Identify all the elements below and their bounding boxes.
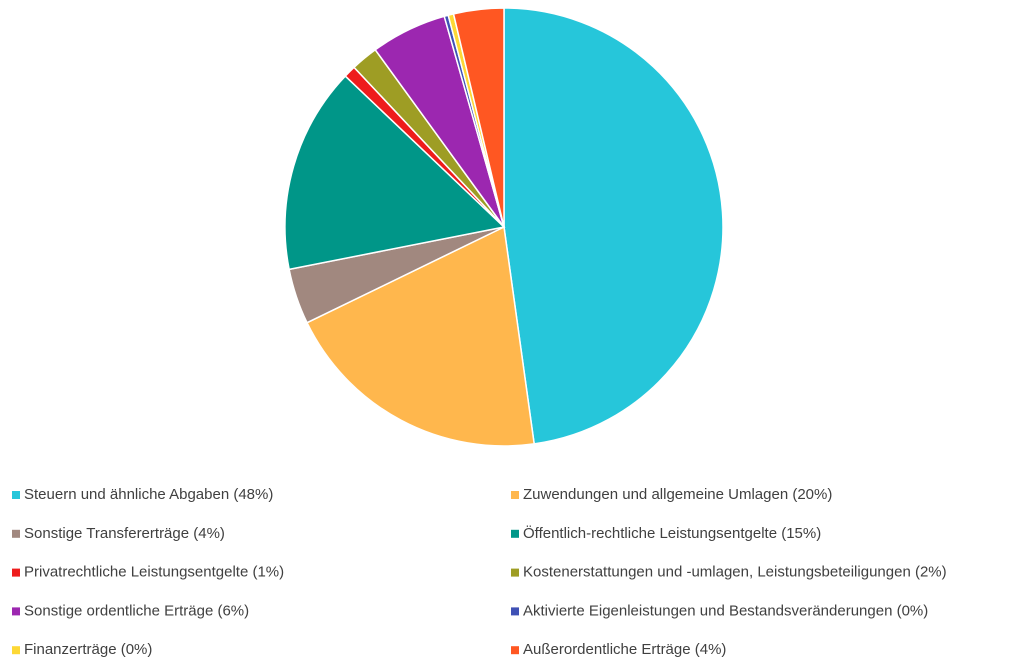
legend-label: Außerordentliche Erträge (4%) <box>523 641 726 658</box>
legend-label: Privatrechtliche Leistungsentgelte (1%) <box>24 564 284 581</box>
pie-slice <box>452 7 505 228</box>
legend-swatch <box>511 568 519 577</box>
pie-slice <box>284 75 506 271</box>
legend-swatch <box>12 568 20 577</box>
legend-swatch <box>511 646 519 655</box>
legend-swatch <box>12 529 20 538</box>
legend-swatch <box>511 607 519 616</box>
legend-label: Sonstige Transfererträge (4%) <box>24 525 225 542</box>
legend-swatch <box>12 491 20 499</box>
pie-slice <box>503 7 724 445</box>
legend-label: Aktivierte Eigenleistungen und Bestandsv… <box>523 602 928 619</box>
pie-slice <box>306 225 536 447</box>
legend-label: Öffentlich-rechtliche Leistungsentgelte … <box>523 524 821 542</box>
legend-swatch <box>12 607 20 616</box>
legend-label: Kostenerstattungen und -umlagen, Leistun… <box>523 564 947 581</box>
legend-label: Finanzerträge (0%) <box>24 641 152 658</box>
legend-swatch <box>511 529 519 538</box>
legend-swatch <box>511 491 519 499</box>
legend-label: Zuwendungen und allgemeine Umlagen (20%) <box>523 486 832 503</box>
legend-label: Sonstige ordentliche Erträge (6%) <box>24 602 249 619</box>
legend-swatch <box>12 646 20 655</box>
legend-label: Steuern und ähnliche Abgaben (48%) <box>24 486 273 503</box>
